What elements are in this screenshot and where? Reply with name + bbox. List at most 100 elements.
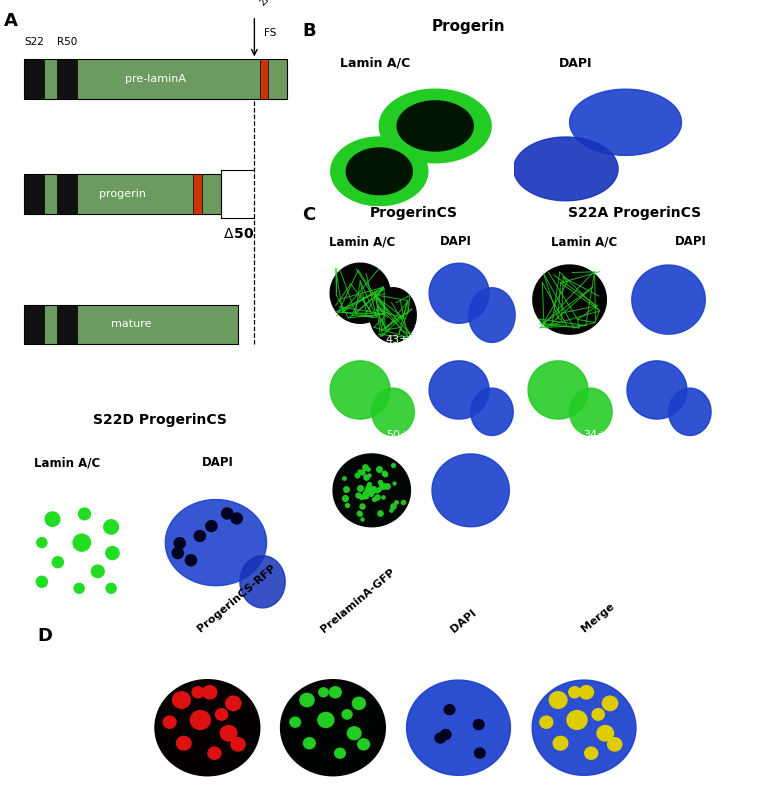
- Polygon shape: [669, 388, 711, 435]
- Text: ProgerinCS-RFP: ProgerinCS-RFP: [196, 563, 278, 634]
- Text: 34±3: 34±3: [584, 430, 614, 440]
- Polygon shape: [532, 680, 636, 775]
- Point: [373, 463, 385, 475]
- Point: [367, 483, 379, 496]
- Polygon shape: [333, 454, 410, 527]
- Circle shape: [335, 748, 345, 758]
- Text: pre-laminA: pre-laminA: [125, 74, 186, 84]
- Text: progerin: progerin: [99, 189, 145, 199]
- Point: [387, 500, 400, 513]
- Polygon shape: [627, 361, 687, 419]
- FancyBboxPatch shape: [24, 174, 221, 214]
- Polygon shape: [379, 89, 491, 163]
- Circle shape: [568, 687, 581, 698]
- Circle shape: [231, 513, 242, 524]
- Point: [355, 490, 368, 503]
- Point: [377, 467, 390, 479]
- Circle shape: [192, 687, 204, 698]
- Point: [366, 485, 378, 498]
- Circle shape: [37, 577, 47, 587]
- Text: S22D ProgerinCS: S22D ProgerinCS: [93, 413, 227, 427]
- Circle shape: [208, 747, 221, 759]
- FancyBboxPatch shape: [24, 305, 44, 344]
- Text: Lamin A/C: Lamin A/C: [340, 57, 410, 70]
- Point: [379, 468, 391, 481]
- Text: DAPI: DAPI: [449, 607, 479, 634]
- Circle shape: [473, 720, 484, 729]
- Circle shape: [172, 547, 183, 558]
- Point: [352, 489, 365, 501]
- Circle shape: [300, 694, 314, 706]
- Polygon shape: [471, 388, 513, 435]
- Polygon shape: [330, 263, 390, 324]
- Text: ZMPSTE24: ZMPSTE24: [259, 0, 298, 8]
- Circle shape: [174, 538, 185, 549]
- Polygon shape: [570, 388, 612, 435]
- Polygon shape: [533, 265, 607, 334]
- Point: [361, 484, 374, 497]
- Circle shape: [202, 686, 217, 699]
- Point: [390, 495, 403, 508]
- Circle shape: [592, 709, 604, 720]
- Circle shape: [441, 729, 451, 740]
- Circle shape: [221, 508, 233, 519]
- Text: B: B: [303, 22, 317, 40]
- FancyBboxPatch shape: [57, 174, 78, 214]
- Point: [363, 485, 375, 498]
- Text: DAPI: DAPI: [559, 57, 592, 70]
- Text: DAPI: DAPI: [440, 235, 472, 248]
- Text: D: D: [37, 626, 52, 645]
- Point: [366, 485, 378, 498]
- Text: 50±3: 50±3: [386, 430, 416, 440]
- Circle shape: [347, 727, 361, 740]
- Text: A: A: [4, 12, 18, 30]
- Polygon shape: [370, 288, 416, 343]
- Point: [374, 506, 387, 519]
- Point: [384, 503, 396, 516]
- Point: [373, 483, 385, 495]
- Circle shape: [607, 738, 622, 751]
- Point: [371, 484, 384, 497]
- Polygon shape: [346, 148, 412, 195]
- Circle shape: [352, 698, 365, 710]
- Circle shape: [186, 554, 196, 566]
- Point: [341, 498, 353, 511]
- Text: 43±3: 43±3: [386, 335, 416, 345]
- Polygon shape: [432, 454, 509, 527]
- Point: [377, 490, 390, 503]
- Circle shape: [106, 583, 116, 593]
- Point: [353, 464, 365, 477]
- Point: [359, 460, 371, 473]
- Circle shape: [358, 739, 370, 750]
- Circle shape: [475, 748, 485, 758]
- Circle shape: [231, 738, 245, 751]
- Point: [352, 507, 365, 520]
- Circle shape: [73, 534, 91, 551]
- Point: [359, 486, 371, 499]
- Polygon shape: [397, 101, 473, 151]
- Point: [337, 471, 349, 484]
- Point: [387, 458, 400, 471]
- Polygon shape: [331, 137, 428, 206]
- Polygon shape: [469, 288, 515, 343]
- Point: [381, 479, 393, 492]
- Point: [356, 513, 368, 525]
- Circle shape: [549, 691, 567, 709]
- Text: C: C: [303, 206, 316, 224]
- Circle shape: [37, 538, 47, 547]
- Polygon shape: [330, 361, 390, 419]
- Polygon shape: [240, 556, 285, 607]
- Ellipse shape: [154, 679, 260, 777]
- Text: DAPI: DAPI: [202, 456, 234, 469]
- Point: [358, 490, 370, 502]
- Point: [362, 481, 374, 494]
- Point: [365, 483, 377, 496]
- Circle shape: [304, 738, 315, 749]
- Point: [367, 483, 379, 496]
- Point: [368, 483, 380, 495]
- Circle shape: [194, 531, 205, 542]
- Point: [360, 471, 372, 483]
- FancyBboxPatch shape: [57, 305, 78, 344]
- Circle shape: [78, 508, 91, 520]
- Circle shape: [53, 557, 63, 568]
